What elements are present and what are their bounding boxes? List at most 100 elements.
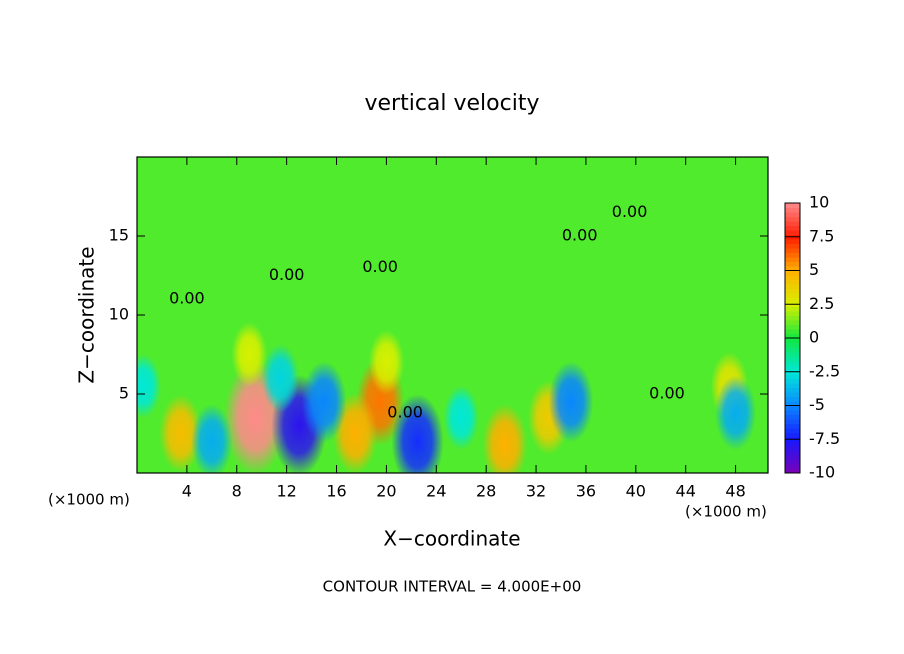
colorbar-segment xyxy=(785,405,800,411)
x-axis-label: X−coordinate xyxy=(383,527,520,551)
x-tick-label: 40 xyxy=(626,482,646,501)
colorbar-tick-label: -5 xyxy=(809,395,825,414)
colorbar-segment xyxy=(785,351,800,357)
x-tick-label: 24 xyxy=(426,482,446,501)
colorbar-segment xyxy=(785,203,800,208)
colorbar-segment xyxy=(785,360,800,366)
colorbar-segment xyxy=(785,284,800,289)
colorbar-tick-label: 5 xyxy=(809,260,819,279)
colorbar-tick-label: -7.5 xyxy=(809,429,840,448)
chart-title: vertical velocity xyxy=(364,91,539,116)
colorbar-segment xyxy=(785,383,800,388)
colorbar-segment xyxy=(785,459,800,465)
colorbar-segment xyxy=(785,446,800,451)
colorbar-segment xyxy=(785,221,800,226)
colorbar-segment xyxy=(785,230,800,235)
field-extremum xyxy=(482,403,528,473)
field-extremum xyxy=(391,394,444,473)
colorbar-segment xyxy=(785,311,800,316)
colorbar-segment xyxy=(785,333,800,339)
colorbar-segment xyxy=(785,468,800,474)
colorbar-segment xyxy=(785,378,800,384)
x-tick-label: 20 xyxy=(376,482,396,501)
field-extremum xyxy=(191,404,233,473)
colorbar-segment xyxy=(785,297,800,303)
colorbar-segment xyxy=(785,266,800,271)
x-tick-label: 32 xyxy=(526,482,546,501)
colorbar-tick-label: 7.5 xyxy=(809,226,834,245)
colorbar-segment xyxy=(785,432,800,438)
field-extremum xyxy=(261,344,300,413)
x-tick-label: 36 xyxy=(576,482,596,501)
colorbar-segment xyxy=(785,306,800,312)
colorbar-segment xyxy=(785,419,800,424)
x-tick-label: 16 xyxy=(326,482,346,501)
colorbar-segment xyxy=(785,216,800,222)
colorbar-segment xyxy=(785,392,800,397)
x-tick-label: 12 xyxy=(276,482,296,501)
field-extremum xyxy=(301,361,347,443)
colorbar-segment xyxy=(785,252,800,258)
colorbar-segment xyxy=(785,347,800,352)
colorbar-segment xyxy=(785,270,800,276)
field-extremum xyxy=(231,322,268,387)
colorbar-segment xyxy=(785,324,800,330)
contour-label: 0.00 xyxy=(387,402,423,421)
colorbar-segment xyxy=(785,342,800,348)
colorbar-segment xyxy=(785,428,800,433)
colorbar-segment xyxy=(785,315,800,321)
field-extremum xyxy=(159,394,203,473)
colorbar-segment xyxy=(785,338,800,343)
field-extremum xyxy=(137,353,162,419)
colorbar-segment xyxy=(785,441,800,447)
colorbar-segment xyxy=(785,207,800,213)
colorbar-segment xyxy=(785,243,800,249)
colorbar-segment xyxy=(785,401,800,406)
colorbar-segment xyxy=(785,450,800,456)
x-unit-label: (×1000 m) xyxy=(48,491,130,509)
colorbar-segment xyxy=(785,356,800,361)
colorbar-segment xyxy=(785,248,800,253)
colorbar-segment xyxy=(785,320,800,325)
colorbar-tick-label: -2.5 xyxy=(809,361,840,380)
field-extremum xyxy=(715,375,757,451)
colorbar-segment xyxy=(785,365,800,370)
colorbar-segment xyxy=(785,261,800,267)
colorbar-tick-label: 2.5 xyxy=(809,294,834,313)
colorbar-segment xyxy=(785,225,800,231)
y-tick-label: 5 xyxy=(119,384,129,403)
y-axis-label: Z−coordinate xyxy=(75,246,99,383)
x-tick-label: 44 xyxy=(676,482,696,501)
colorbar-segment xyxy=(785,374,800,379)
field-extremum xyxy=(368,330,405,395)
colorbar-segment xyxy=(785,410,800,415)
colorbar-tick-label: 0 xyxy=(809,328,819,347)
contour-label: 0.00 xyxy=(649,384,685,403)
x-tick-label: 48 xyxy=(725,482,745,501)
colorbar-segment xyxy=(785,414,800,420)
colorbar-segment xyxy=(785,464,800,469)
contour-label: 0.00 xyxy=(169,289,205,308)
colorbar-segment xyxy=(785,212,800,217)
colorbar-tick-label: 10 xyxy=(809,193,829,212)
field-extremum xyxy=(443,385,480,451)
colorbar-segment xyxy=(785,396,800,402)
contour-label: 0.00 xyxy=(362,257,398,276)
colorbar-segment xyxy=(785,288,800,294)
y-tick-label: 15 xyxy=(109,226,129,245)
x-tick-label: 8 xyxy=(232,482,242,501)
colorbar-segment xyxy=(785,239,800,244)
colorbar-segment xyxy=(785,387,800,393)
colorbar-segment xyxy=(785,423,800,429)
contour-label: 0.00 xyxy=(612,202,648,221)
field-extremum xyxy=(548,361,594,443)
colorbar-tick-label: -10 xyxy=(809,463,835,482)
colorbar-segment xyxy=(785,279,800,285)
x-unit-label: (×1000 m) xyxy=(685,503,767,521)
colorbar-segment xyxy=(785,329,800,334)
colorbar-segment xyxy=(785,293,800,298)
plot-area: 0.00 0.00 0.00 0.00 0.00 0.00 0.00 xyxy=(137,157,768,473)
contour-label: 0.00 xyxy=(562,226,598,245)
footnote: CONTOUR INTERVAL = 4.000E+00 xyxy=(323,578,582,596)
